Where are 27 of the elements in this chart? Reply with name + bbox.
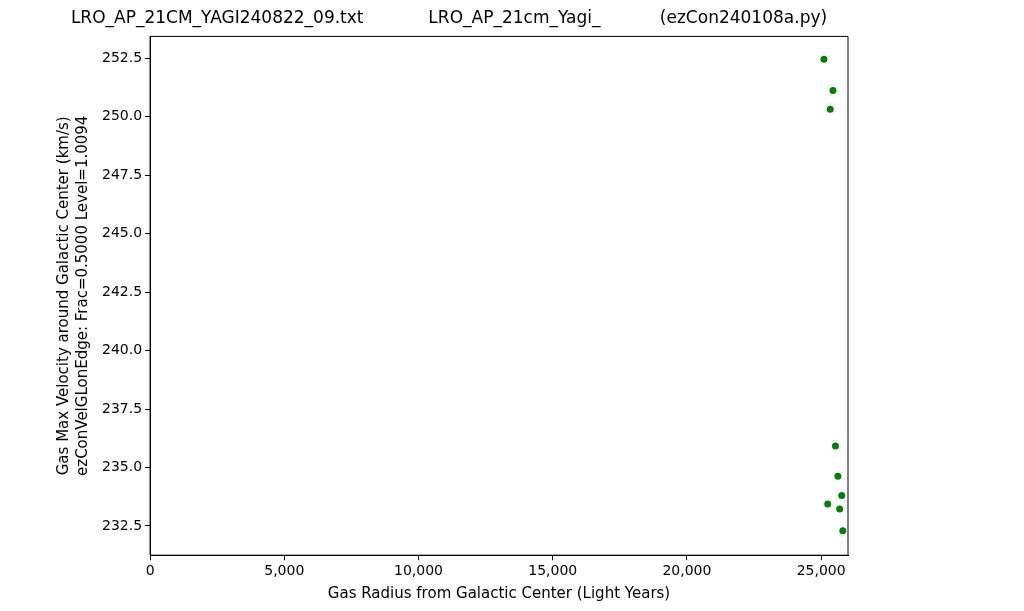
y-tick-label: 242.5: [101, 282, 143, 299]
x-tick-label: 25,000: [796, 562, 846, 579]
point: [820, 55, 828, 63]
y-tick-label: 245.0: [101, 224, 143, 241]
point: [824, 500, 832, 508]
point: [834, 472, 842, 480]
point: [831, 442, 839, 450]
x-tick-label: 5,000: [264, 562, 305, 579]
x-tick-label: 20,000: [662, 562, 712, 579]
point: [836, 505, 844, 513]
y-tick-label: 247.5: [101, 165, 143, 182]
y-tick-label: 252.5: [101, 49, 143, 66]
y-tick-label: 232.5: [101, 516, 143, 533]
y-tick-label: 250.0: [101, 107, 143, 124]
point: [838, 492, 846, 500]
y-axis-title: Gas Max Velocity around Galactic Center (km/s) ezConVelGLonEdge: Frac=0.5000 Level=1.0094: [53, 115, 92, 476]
point: [829, 86, 837, 94]
x-tick-label: 15,000: [528, 562, 578, 579]
point: [826, 105, 834, 113]
y-tick-label: 235.0: [101, 458, 143, 475]
x-axis-title: Gas Radius from Galactic Center (Light Years): [327, 583, 671, 602]
y-tick-label: 237.5: [101, 399, 143, 416]
chart-title: LRO_AP_21CM_YAGI240822_09.txt LRO_AP_21cm_Yagi_ (ezCon240108a.py): [70, 6, 828, 28]
point: [839, 527, 847, 535]
x-tick-label: 0: [145, 562, 155, 579]
x-tick-label: 10,000: [394, 562, 444, 579]
y-tick-label: 240.0: [101, 341, 143, 358]
